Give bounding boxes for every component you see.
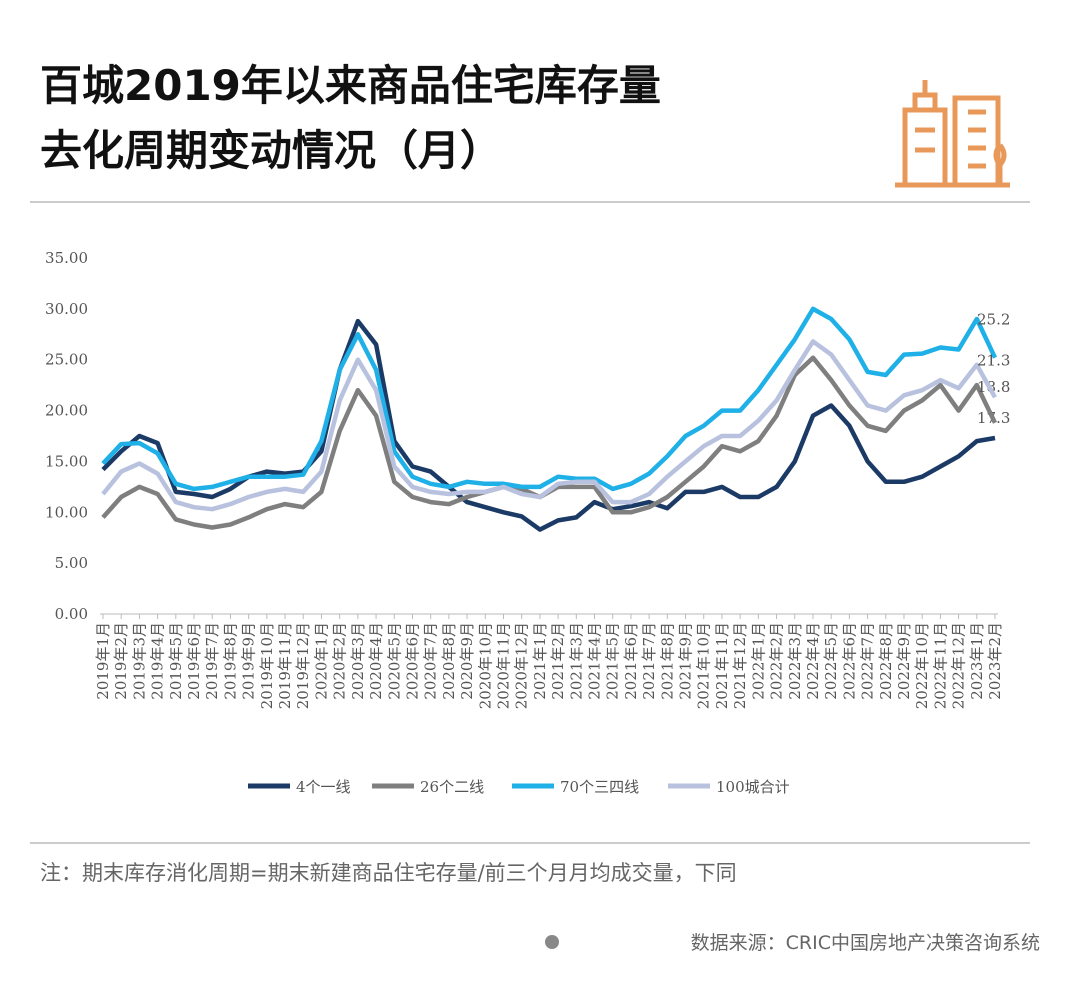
x-tick-label: 2021年12月 [731,622,749,709]
x-tick-label: 2020年2月 [331,622,349,700]
x-tick-label: 2021年6月 [622,622,640,700]
x-tick-label: 2019年5月 [167,622,185,700]
legend-label: 70个三四线 [560,778,639,796]
y-tick-label: 10.00 [45,503,88,521]
y-tick-label: 15.00 [45,452,88,470]
x-tick-label: 2022年2月 [768,622,786,700]
x-tick-label: 2020年12月 [513,622,531,709]
x-tick-label: 2023年2月 [986,622,1004,700]
y-tick-label: 20.00 [45,402,88,420]
x-tick-label: 2021年5月 [604,622,622,700]
x-tick-label: 2022年5月 [822,622,840,700]
x-tick-label: 2022年7月 [859,622,877,700]
x-tick-label: 2020年6月 [403,622,421,700]
chart-title: 百城2019年以来商品住宅库存量 [40,61,661,110]
x-tick-label: 2019年8月 [221,622,239,700]
source: 数据来源：CRIC中国房地产决策咨询系统 [691,932,1040,954]
x-tick-label: 2019年7月 [203,622,221,700]
y-tick-label: 25.00 [45,351,88,369]
x-tick-label: 2021年11月 [713,622,731,709]
x-tick-label: 2019年12月 [294,622,312,709]
x-tick-label: 2022年6月 [840,622,858,700]
end-label: 21.3 [977,351,1010,369]
x-tick-label: 2020年10月 [476,622,494,709]
x-tick-label: 2022年8月 [877,622,895,700]
x-tick-label: 2021年7月 [640,622,658,700]
x-tick-label: 2022年9月 [895,622,913,700]
x-tick-label: 2021年1月 [531,622,549,700]
x-tick-label: 2019年11月 [276,622,294,709]
legend-label: 100城合计 [716,778,790,796]
end-label: 25.2 [977,311,1010,329]
x-tick-label: 2022年4月 [804,622,822,700]
x-tick-label: 2020年4月 [367,622,385,700]
note: 注：期末库存消化周期=期末新建商品住宅存量/前三个月月均成交量，下同 [40,861,737,885]
x-tick-label: 2021年2月 [549,622,567,700]
x-tick-label: 2021年8月 [658,622,676,700]
x-tick-label: 2020年9月 [458,622,476,700]
x-tick-label: 2020年8月 [440,622,458,700]
y-tick-label: 30.00 [45,300,88,318]
chart-title: 去化周期变动情况（月） [40,126,502,175]
legend-label: 4个一线 [296,778,351,796]
x-tick-label: 2022年1月 [749,622,767,700]
y-tick-label: 35.00 [45,249,88,267]
series-line [101,339,997,512]
x-tick-label: 2019年10月 [258,622,276,709]
x-tick-label: 2019年6月 [185,622,203,700]
x-tick-label: 2021年4月 [586,622,604,700]
x-tick-label: 2023年1月 [968,622,986,700]
x-tick-label: 2021年3月 [567,622,585,700]
x-tick-label: 2020年5月 [385,622,403,700]
x-tick-label: 2020年1月 [312,622,330,700]
x-tick-label: 2019年4月 [149,622,167,700]
x-tick-label: 2021年9月 [677,622,695,700]
x-tick-label: 2022年10月 [913,622,931,709]
x-tick-label: 2022年12月 [950,622,968,709]
x-tick-label: 2020年7月 [422,622,440,700]
x-tick-label: 2022年11月 [931,622,949,709]
y-tick-label: 5.00 [55,554,88,572]
legend-label: 26个二线 [420,778,484,796]
x-tick-label: 2020年3月 [349,622,367,700]
source-dot [545,935,559,949]
building-icon [895,80,1010,188]
x-tick-label: 2020年11月 [494,622,512,709]
x-tick-label: 2019年9月 [240,622,258,700]
y-tick-label: 0.00 [55,605,88,623]
series-line [101,306,998,492]
x-tick-label: 2022年3月 [786,622,804,700]
x-tick-label: 2019年2月 [112,622,130,700]
series-line [101,318,996,532]
x-tick-label: 2019年3月 [130,622,148,700]
x-tick-label: 2019年1月 [94,622,112,700]
x-tick-label: 2021年10月 [695,622,713,709]
